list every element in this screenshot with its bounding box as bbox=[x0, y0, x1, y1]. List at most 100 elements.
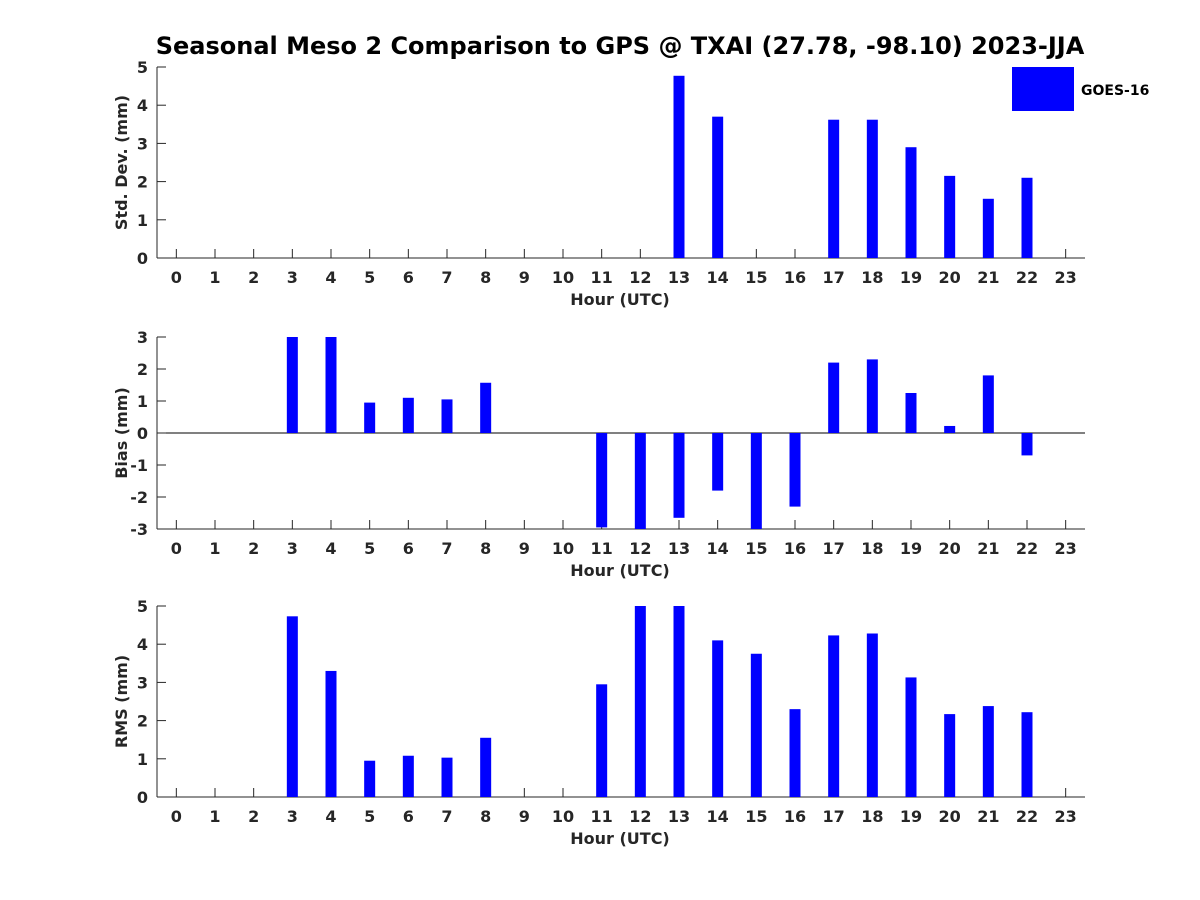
y-tick-label: 4 bbox=[137, 96, 148, 115]
bar-hour-22 bbox=[1021, 433, 1033, 456]
y-tick-label: 5 bbox=[137, 58, 148, 77]
x-tick-label: 13 bbox=[668, 539, 690, 558]
x-tick-label: 12 bbox=[629, 807, 651, 826]
x-tick-label: 15 bbox=[745, 268, 767, 287]
x-tick-label: 9 bbox=[519, 268, 530, 287]
x-tick-label: 22 bbox=[1016, 807, 1038, 826]
x-tick-label: 22 bbox=[1016, 539, 1038, 558]
bar-hour-13 bbox=[673, 433, 685, 518]
bar-hour-16 bbox=[789, 709, 801, 797]
x-tick-label: 12 bbox=[629, 539, 651, 558]
x-tick-label: 16 bbox=[784, 268, 806, 287]
bar-hour-17 bbox=[828, 119, 840, 258]
x-tick-label: 10 bbox=[552, 807, 574, 826]
y-tick-label: 3 bbox=[137, 673, 148, 692]
bar-hour-17 bbox=[828, 362, 840, 433]
x-tick-label: 7 bbox=[441, 539, 452, 558]
legend-label: GOES-16 bbox=[1081, 83, 1149, 99]
bar-hour-20 bbox=[944, 714, 956, 797]
bar-hour-12 bbox=[634, 433, 646, 529]
x-tick-label: 20 bbox=[939, 807, 961, 826]
x-axis-label: Hour (UTC) bbox=[570, 829, 670, 848]
y-tick-label: 1 bbox=[137, 211, 148, 230]
x-tick-label: 14 bbox=[707, 807, 729, 826]
bar-hour-21 bbox=[982, 375, 994, 433]
x-tick-label: 8 bbox=[480, 268, 491, 287]
x-tick-label: 1 bbox=[209, 539, 220, 558]
x-tick-label: 0 bbox=[171, 539, 182, 558]
x-tick-label: 4 bbox=[325, 807, 336, 826]
x-tick-label: 19 bbox=[900, 807, 922, 826]
bar-hour-14 bbox=[712, 640, 724, 797]
bar-hour-3 bbox=[286, 337, 298, 433]
bar-hour-18 bbox=[866, 359, 878, 433]
bar-hour-4 bbox=[325, 337, 337, 433]
x-tick-label: 19 bbox=[900, 268, 922, 287]
x-tick-label: 10 bbox=[552, 539, 574, 558]
bar-hour-5 bbox=[364, 402, 376, 433]
x-tick-label: 5 bbox=[364, 539, 375, 558]
x-tick-label: 15 bbox=[745, 539, 767, 558]
x-tick-label: 14 bbox=[707, 539, 729, 558]
bar-hour-21 bbox=[982, 706, 994, 797]
x-tick-label: 23 bbox=[1055, 539, 1077, 558]
x-axis-label: Hour (UTC) bbox=[570, 561, 670, 580]
x-tick-label: 6 bbox=[403, 268, 414, 287]
x-tick-label: 4 bbox=[325, 539, 336, 558]
x-tick-label: 2 bbox=[248, 268, 259, 287]
x-tick-label: 16 bbox=[784, 539, 806, 558]
x-tick-label: 8 bbox=[480, 807, 491, 826]
y-tick-label: 3 bbox=[137, 328, 148, 347]
x-tick-label: 17 bbox=[823, 539, 845, 558]
bar-hour-14 bbox=[712, 433, 724, 491]
y-tick-label: 0 bbox=[137, 788, 148, 807]
x-tick-label: 22 bbox=[1016, 268, 1038, 287]
x-tick-label: 23 bbox=[1055, 268, 1077, 287]
x-tick-label: 18 bbox=[861, 807, 883, 826]
x-tick-label: 6 bbox=[403, 539, 414, 558]
bar-hour-22 bbox=[1021, 712, 1033, 797]
legend: GOES-16 bbox=[1012, 67, 1149, 111]
bar-hour-15 bbox=[750, 433, 762, 529]
x-tick-label: 12 bbox=[629, 268, 651, 287]
x-tick-label: 11 bbox=[591, 539, 613, 558]
bar-hour-16 bbox=[789, 433, 801, 507]
x-tick-label: 10 bbox=[552, 268, 574, 287]
x-tick-label: 11 bbox=[591, 807, 613, 826]
bar-hour-19 bbox=[905, 677, 917, 797]
x-tick-label: 2 bbox=[248, 539, 259, 558]
x-tick-label: 5 bbox=[364, 268, 375, 287]
chart-title: Seasonal Meso 2 Comparison to GPS @ TXAI… bbox=[156, 32, 1085, 60]
bar-hour-13 bbox=[673, 606, 685, 797]
x-tick-label: 13 bbox=[668, 268, 690, 287]
x-tick-label: 5 bbox=[364, 807, 375, 826]
bar-hour-15 bbox=[750, 653, 762, 797]
x-tick-label: 17 bbox=[823, 807, 845, 826]
x-tick-label: 13 bbox=[668, 807, 690, 826]
x-tick-label: 8 bbox=[480, 539, 491, 558]
x-tick-label: 23 bbox=[1055, 807, 1077, 826]
x-tick-label: 21 bbox=[977, 539, 999, 558]
bar-hour-14 bbox=[712, 116, 724, 258]
y-tick-label: 1 bbox=[137, 750, 148, 769]
y-tick-label: 5 bbox=[137, 597, 148, 616]
y-tick-label: 2 bbox=[137, 360, 148, 379]
bar-hour-17 bbox=[828, 635, 840, 797]
y-tick-label: 0 bbox=[137, 424, 148, 443]
x-tick-label: 2 bbox=[248, 807, 259, 826]
x-tick-label: 0 bbox=[171, 268, 182, 287]
x-tick-label: 18 bbox=[861, 539, 883, 558]
x-tick-label: 9 bbox=[519, 539, 530, 558]
bar-hour-7 bbox=[441, 399, 453, 433]
x-tick-label: 16 bbox=[784, 807, 806, 826]
x-tick-label: 20 bbox=[939, 268, 961, 287]
x-tick-label: 4 bbox=[325, 268, 336, 287]
x-tick-label: 7 bbox=[441, 268, 452, 287]
bar-hour-22 bbox=[1021, 177, 1033, 258]
x-tick-label: 9 bbox=[519, 807, 530, 826]
x-tick-label: 14 bbox=[707, 268, 729, 287]
x-tick-label: 3 bbox=[287, 268, 298, 287]
